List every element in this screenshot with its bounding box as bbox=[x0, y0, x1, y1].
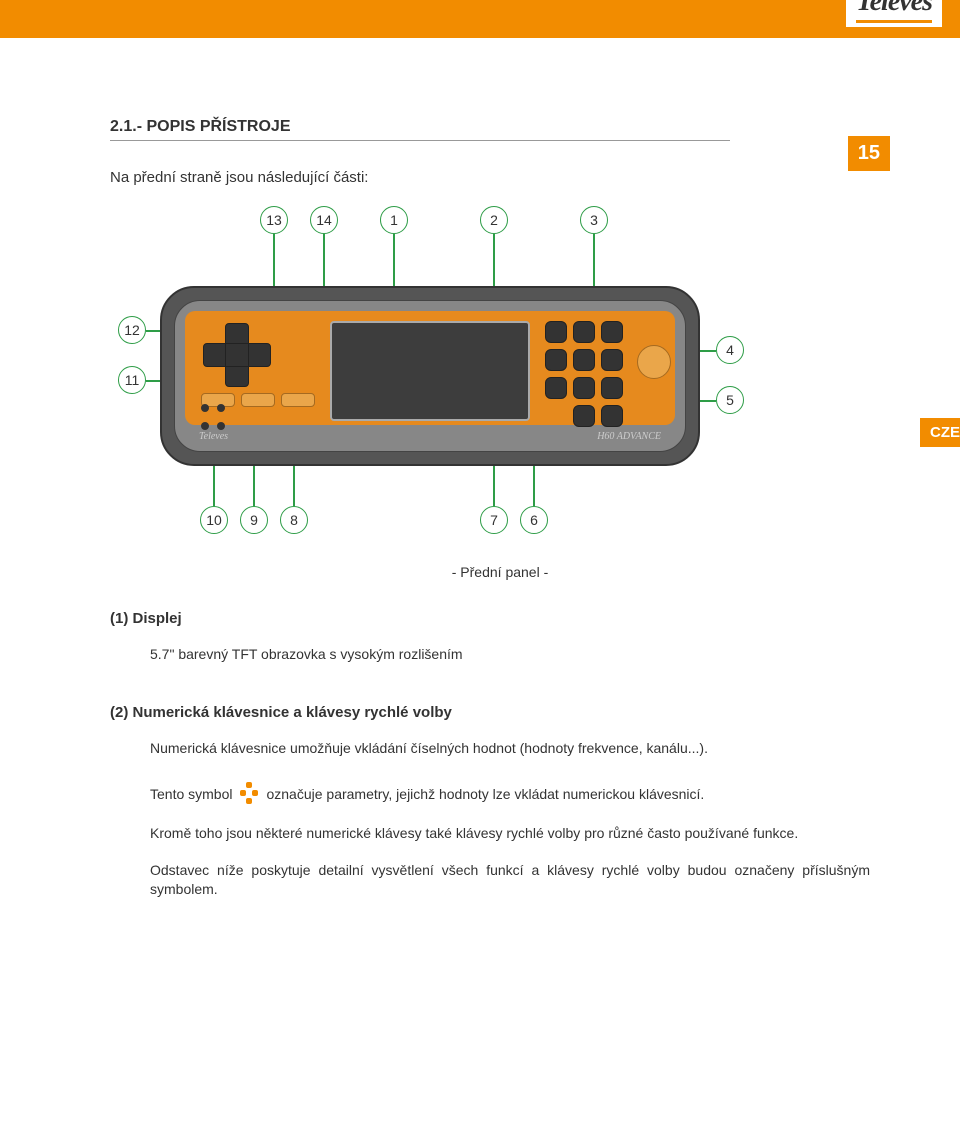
callout-13: 13 bbox=[260, 206, 288, 234]
key-2 bbox=[573, 321, 595, 343]
callout-2: 2 bbox=[480, 206, 508, 234]
device-screen bbox=[330, 321, 530, 421]
key-5 bbox=[573, 349, 595, 371]
dpad-center bbox=[225, 343, 249, 367]
callout-1: 1 bbox=[380, 206, 408, 234]
paragraph-2: Kromě toho jsou některé numerické kláves… bbox=[150, 824, 870, 843]
numeric-keypad bbox=[545, 321, 675, 421]
key-6 bbox=[601, 349, 623, 371]
callout-11: 11 bbox=[118, 366, 146, 394]
ok-button bbox=[637, 345, 671, 379]
symbol-description-row: Tento symbol označuje parametry, jejichž… bbox=[150, 782, 890, 806]
language-badge: CZE bbox=[920, 418, 960, 447]
callout-7: 7 bbox=[480, 506, 508, 534]
dpad-right bbox=[247, 343, 271, 367]
callout-3: 3 bbox=[580, 206, 608, 234]
key-7 bbox=[545, 377, 567, 399]
key-4 bbox=[545, 349, 567, 371]
page-content: 15 2.1.- POPIS PŘÍSTROJE Na přední stran… bbox=[0, 118, 960, 958]
section-title: 2.1.- POPIS PŘÍSTROJE bbox=[110, 118, 730, 141]
callout-5: 5 bbox=[716, 386, 744, 414]
symbol-text-post: označuje parametry, jejichž hodnoty lze … bbox=[266, 786, 704, 802]
intro-text: Na přední straně jsou následující části: bbox=[110, 169, 890, 186]
extra-button bbox=[281, 393, 315, 407]
display-description: 5.7" barevný TFT obrazovka s vysokým roz… bbox=[150, 645, 870, 664]
device-brand-small: Televes bbox=[199, 431, 228, 442]
key-9 bbox=[601, 377, 623, 399]
display-heading: (1) Displej bbox=[110, 610, 890, 627]
device-body: Televes H60 ADVANCE bbox=[160, 286, 700, 466]
header-accent-bar bbox=[0, 0, 960, 38]
device-inner: Televes H60 ADVANCE bbox=[174, 300, 686, 452]
key-3 bbox=[601, 321, 623, 343]
callout-8: 8 bbox=[280, 506, 308, 534]
device-model: H60 ADVANCE bbox=[597, 431, 661, 442]
key-0 bbox=[573, 405, 595, 427]
key-8 bbox=[573, 377, 595, 399]
brand-logo-wrap: Televes bbox=[846, 0, 942, 27]
callout-6: 6 bbox=[520, 506, 548, 534]
key-dot bbox=[601, 405, 623, 427]
figure-caption: - Přední panel - bbox=[110, 564, 890, 580]
callout-14: 14 bbox=[310, 206, 338, 234]
front-panel-diagram: 13 14 1 2 3 12 11 4 5 10 9 8 7 6 bbox=[110, 206, 750, 546]
led-2 bbox=[217, 404, 225, 412]
callout-4: 4 bbox=[716, 336, 744, 364]
key-1 bbox=[545, 321, 567, 343]
symbol-text-pre: Tento symbol bbox=[150, 786, 232, 802]
brand-logo: Televes bbox=[856, 0, 932, 18]
keypad-symbol-icon bbox=[240, 782, 258, 806]
dpad-left bbox=[203, 343, 227, 367]
page-number-badge: 15 bbox=[848, 136, 890, 171]
paragraph-3: Odstavec níže poskytuje detailní vysvětl… bbox=[150, 861, 870, 899]
keypad-description: Numerická klávesnice umožňuje vkládání č… bbox=[150, 739, 870, 758]
callout-12: 12 bbox=[118, 316, 146, 344]
keypad-heading: (2) Numerická klávesnice a klávesy rychl… bbox=[110, 704, 890, 721]
device-control-panel bbox=[185, 311, 675, 425]
led-1 bbox=[201, 404, 209, 412]
brand-logo-underline bbox=[856, 20, 932, 23]
callout-9: 9 bbox=[240, 506, 268, 534]
callout-10: 10 bbox=[200, 506, 228, 534]
device-bottom-strip: Televes H60 ADVANCE bbox=[195, 427, 665, 445]
